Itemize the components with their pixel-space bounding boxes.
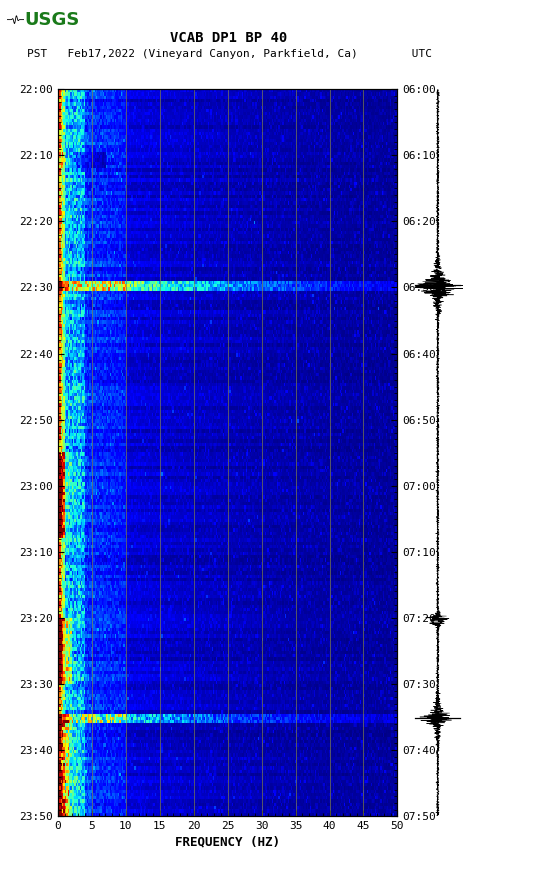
Text: PST   Feb17,2022 (Vineyard Canyon, Parkfield, Ca)        UTC: PST Feb17,2022 (Vineyard Canyon, Parkfie…	[26, 48, 432, 59]
Text: VCAB DP1 BP 40: VCAB DP1 BP 40	[171, 31, 288, 45]
X-axis label: FREQUENCY (HZ): FREQUENCY (HZ)	[175, 835, 280, 848]
Text: USGS: USGS	[25, 11, 80, 29]
